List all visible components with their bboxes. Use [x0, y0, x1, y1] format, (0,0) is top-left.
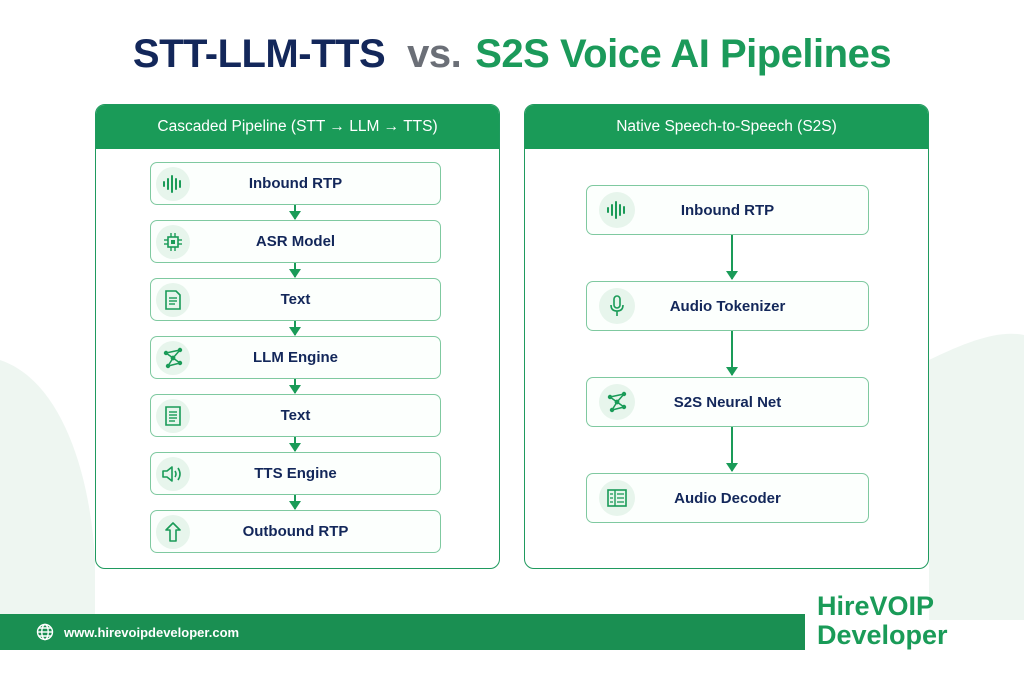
node-asr-model: ASR Model	[150, 220, 441, 263]
globe-icon	[36, 623, 54, 641]
flow-arrow	[289, 379, 301, 394]
node-label: Inbound RTP	[248, 175, 343, 192]
flow-arrow	[289, 205, 301, 220]
node-s2s-neural-net: S2S Neural Net	[586, 377, 869, 427]
microphone-icon	[599, 288, 635, 324]
waveform-icon	[599, 192, 635, 228]
flow-arrow	[289, 495, 301, 510]
node-label: LLM Engine	[253, 349, 338, 366]
flow-arrow	[289, 321, 301, 336]
cascaded-pipeline-header: Cascaded Pipeline (STT → LLM → TTS)	[96, 105, 499, 149]
node-label: Audio Decoder	[674, 489, 781, 507]
title-part-vs: vs.	[407, 32, 462, 76]
node-inbound-rtp: Inbound RTP	[150, 162, 441, 205]
node-label: ASR Model	[255, 233, 336, 250]
node-text-1: Text	[150, 278, 441, 321]
title-part-stt: STT-LLM-TTS	[132, 32, 386, 76]
brand-line2: Developer	[817, 620, 948, 650]
waveform-icon	[156, 166, 190, 201]
node-inbound-rtp: Inbound RTP	[586, 185, 869, 235]
cascaded-pipeline-panel: Cascaded Pipeline (STT → LLM → TTS) Inbo…	[95, 104, 500, 569]
page-title: STT-LLM-TTS vs. S2S Voice AI Pipelines	[0, 32, 1024, 77]
node-label: Outbound RTP	[242, 523, 349, 540]
flow-arrow	[289, 437, 301, 452]
node-audio-decoder: Audio Decoder	[586, 473, 869, 523]
speaker-icon	[156, 456, 190, 491]
flow-arrow	[726, 235, 738, 280]
s2s-pipeline-header: Native Speech-to-Speech (S2S)	[525, 105, 928, 149]
node-label: Audio Tokenizer	[669, 297, 786, 315]
node-label: Text	[280, 407, 311, 424]
document-icon	[156, 398, 190, 433]
node-label: Text	[280, 291, 311, 308]
flow-arrow	[289, 263, 301, 278]
node-audio-tokenizer: Audio Tokenizer	[586, 281, 869, 331]
node-label: S2S Neural Net	[673, 393, 782, 411]
flow-arrow	[726, 331, 738, 376]
flow-arrow	[726, 427, 738, 472]
node-llm-engine: LLM Engine	[150, 336, 441, 379]
node-label: TTS Engine	[254, 465, 337, 482]
neural-network-icon	[156, 340, 190, 375]
decoder-grid-icon	[599, 480, 635, 516]
s2s-pipeline-panel: Native Speech-to-Speech (S2S) Inbound RT…	[524, 104, 929, 569]
node-text-2: Text	[150, 394, 441, 437]
document-icon	[156, 282, 190, 317]
footer-bar: www.hirevoipdeveloper.com	[0, 614, 805, 650]
chip-icon	[156, 224, 190, 259]
node-tts-engine: TTS Engine	[150, 452, 441, 495]
neural-network-icon	[599, 384, 635, 420]
title-part-s2s: S2S Voice AI Pipelines	[475, 32, 892, 76]
brand-logo: HireVOIP Developer	[817, 592, 967, 650]
node-outbound-rtp: Outbound RTP	[150, 510, 441, 553]
upload-arrow-icon	[156, 514, 190, 549]
brand-line1: HireVOIP	[817, 591, 935, 621]
website-link[interactable]: www.hirevoipdeveloper.com	[64, 624, 240, 640]
node-label: Inbound RTP	[680, 201, 775, 219]
